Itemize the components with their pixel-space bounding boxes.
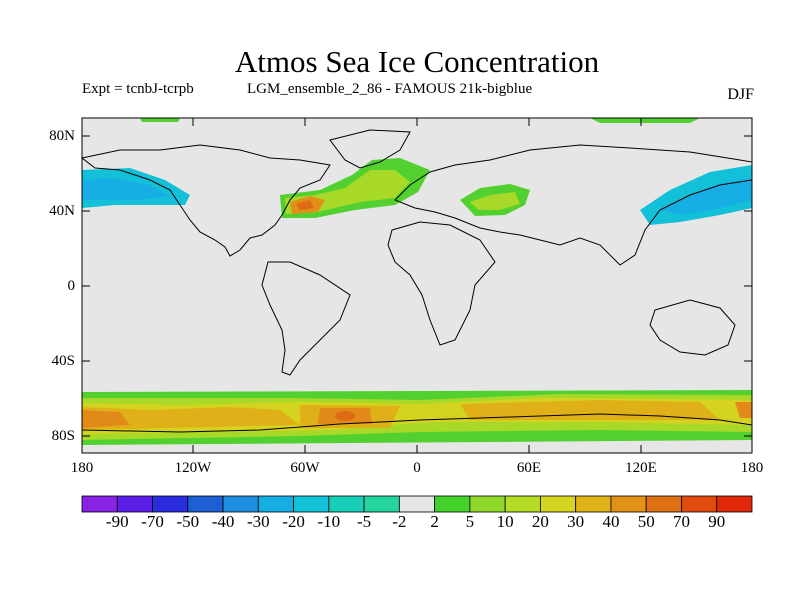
colorbar-label: 50: [637, 512, 655, 531]
lon-tick-label: 120E: [625, 460, 657, 476]
colorbar-swatch: [504, 495, 541, 513]
colorbar-label: -10: [317, 512, 341, 531]
lon-tick-label: 180: [70, 460, 94, 476]
colorbar-label: -70: [141, 512, 164, 531]
antarctica-outline: [81, 413, 753, 433]
colorbar-swatch: [610, 495, 647, 513]
colorbar: [81, 495, 753, 513]
colorbar-label: 20: [531, 512, 549, 531]
lon-tick-label: 180: [740, 460, 764, 476]
colorbar-label: -40: [211, 512, 235, 531]
colorbar-label: 5: [465, 512, 475, 531]
colorbar-swatch: [469, 495, 506, 513]
colorbar-label: -30: [246, 512, 270, 531]
colorbar-swatch: [257, 495, 294, 513]
colorbar-label: -50: [176, 512, 200, 531]
colorbar-swatch: [575, 495, 612, 513]
colorbar-label: -20: [282, 512, 305, 531]
colorbar-swatch: [293, 495, 330, 513]
axis-ticks: [82, 118, 752, 453]
lat-tick-label: 80S: [51, 428, 75, 444]
colorbar-swatch: [434, 495, 471, 513]
colorbar-label: -90: [105, 512, 129, 531]
africa-outline: [387, 221, 496, 346]
lon-tick-label: 60E: [516, 460, 542, 476]
colorbar-swatch: [363, 495, 400, 513]
colorbar-swatch: [398, 495, 436, 513]
colorbar-swatch: [81, 495, 118, 513]
experiment-label: Expt = tcnbJ-tcrpb: [82, 81, 194, 97]
australia-outline: [649, 299, 736, 356]
plot-title: Atmos Sea Ice Concentration: [234, 44, 600, 79]
south-america-outline: [261, 261, 351, 376]
colorbar-swatch: [187, 495, 224, 513]
eurasia-outline: [394, 144, 753, 266]
colorbar-label: 2: [430, 512, 439, 531]
lat-tick-label: 40N: [49, 203, 75, 219]
colorbar-swatch: [645, 495, 682, 513]
north-america-outline: [80, 144, 331, 257]
colorbar-label: -2: [392, 512, 407, 531]
coastlines: [80, 129, 753, 433]
lat-tick-label: 80N: [49, 128, 75, 144]
lon-tick-label: 60W: [290, 460, 320, 476]
colorbar-swatch: [716, 495, 753, 513]
colorbar-swatch: [681, 495, 718, 513]
sea-ice-shading: [82, 118, 752, 445]
lat-tick-label: 0: [67, 278, 76, 294]
colorbar-swatch: [152, 495, 189, 513]
ensemble-label: LGM_ensemble_2_86 - FAMOUS 21k-bigblue: [247, 81, 533, 97]
colorbar-swatch: [328, 495, 365, 513]
colorbar-swatch: [116, 495, 153, 513]
colorbar-swatch: [540, 495, 577, 513]
colorbar-label: 70: [672, 512, 690, 531]
lon-tick-label: 0: [413, 460, 421, 476]
lat-tick-label: 40S: [51, 353, 75, 369]
lon-tick-label: 120W: [174, 460, 212, 476]
colorbar-label: 90: [708, 512, 726, 531]
greenland-outline: [329, 129, 411, 169]
colorbar-label: 30: [567, 512, 585, 531]
colorbar-label: 40: [602, 512, 620, 531]
colorbar-label: -5: [357, 512, 372, 531]
colorbar-label: 10: [496, 512, 514, 531]
season-label: DJF: [727, 86, 754, 103]
colorbar-swatch: [222, 495, 259, 513]
